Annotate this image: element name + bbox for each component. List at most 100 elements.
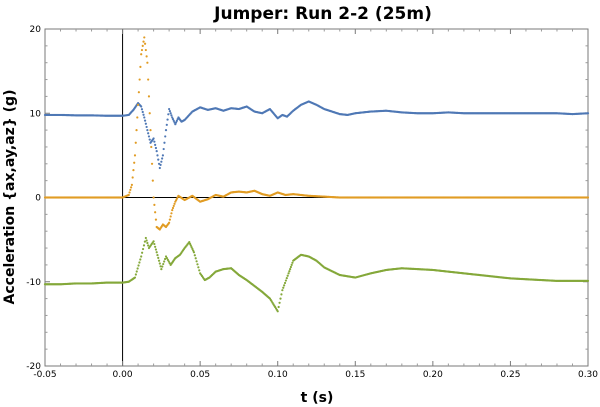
data-point <box>167 260 170 263</box>
data-point <box>136 103 140 106</box>
data-point <box>156 154 159 157</box>
data-point <box>193 254 196 257</box>
data-point <box>167 113 170 116</box>
data-point <box>158 262 161 265</box>
series-1 <box>43 36 590 231</box>
data-point <box>128 191 131 194</box>
data-point <box>154 146 158 150</box>
data-point <box>136 267 139 270</box>
data-point <box>144 122 147 125</box>
data-point <box>282 286 285 289</box>
data-point <box>162 147 165 151</box>
y-tick-label: -10 <box>26 278 41 288</box>
data-point <box>173 202 176 205</box>
data-point <box>143 42 147 45</box>
data-point <box>168 218 171 221</box>
data-point <box>143 119 147 122</box>
data-point <box>586 196 590 199</box>
chart-title: Jumper: Run 2-2 (25m) <box>213 4 432 24</box>
data-point <box>160 160 163 163</box>
x-axis-label: t (s) <box>301 390 334 406</box>
data-point <box>142 244 146 247</box>
data-point <box>140 255 143 258</box>
data-point <box>190 246 193 249</box>
data-point <box>146 61 149 64</box>
data-point <box>146 129 149 132</box>
data-point <box>145 55 148 58</box>
data-point <box>158 166 161 170</box>
data-point <box>129 188 132 192</box>
data-point <box>170 212 173 215</box>
data-point <box>168 221 171 224</box>
data-point <box>289 268 292 271</box>
data-point <box>138 78 141 81</box>
data-point <box>157 256 160 259</box>
data-point <box>163 141 166 144</box>
data-point <box>134 273 137 276</box>
data-point <box>171 206 175 210</box>
data-point <box>174 123 177 126</box>
data-point <box>154 218 158 221</box>
data-point <box>197 266 200 269</box>
data-point <box>160 268 163 271</box>
data-point <box>139 258 142 261</box>
data-point <box>285 277 288 280</box>
data-point <box>165 257 169 260</box>
data-point <box>140 108 144 111</box>
y-axis-label: Acceleration {ax,ay,az} (g) <box>2 90 18 305</box>
y-tick-label: -20 <box>26 362 41 372</box>
x-axis-ticks: -0.05 0.00 0.05 0.10 0.15 0.20 0.25 0.30 <box>33 29 598 380</box>
data-point <box>150 162 154 165</box>
data-point <box>283 284 286 287</box>
data-point <box>171 209 174 212</box>
data-point <box>152 137 155 140</box>
data-point <box>171 116 174 119</box>
data-point <box>168 110 171 113</box>
data-point <box>277 305 280 309</box>
data-point <box>133 161 136 164</box>
data-point <box>191 247 194 250</box>
data-point <box>586 112 590 115</box>
data-point <box>166 258 169 261</box>
series-layer <box>43 36 590 313</box>
data-point <box>143 240 147 243</box>
data-point <box>139 65 142 69</box>
y-tick-label: 0 <box>35 194 41 204</box>
data-point <box>188 241 191 244</box>
data-point <box>141 44 144 47</box>
data-point <box>281 289 284 292</box>
data-point <box>147 95 151 98</box>
x-tick-label: 0.00 <box>113 370 133 380</box>
data-point <box>147 78 150 81</box>
data-point <box>154 143 157 146</box>
data-point <box>284 279 288 282</box>
data-point <box>135 129 138 132</box>
data-point <box>278 301 281 304</box>
data-point <box>169 215 172 218</box>
data-point <box>164 129 168 132</box>
data-point <box>133 276 137 279</box>
data-point <box>153 203 156 206</box>
data-point <box>137 264 140 267</box>
data-point <box>286 274 289 277</box>
data-point <box>144 48 147 52</box>
data-point <box>127 193 130 197</box>
data-point <box>192 249 195 252</box>
data-point <box>287 272 290 275</box>
data-point <box>140 48 144 52</box>
data-point <box>147 132 150 135</box>
data-point <box>288 270 291 273</box>
data-point <box>161 265 164 268</box>
data-point <box>155 150 158 153</box>
series-0 <box>43 100 590 170</box>
data-point <box>170 114 173 117</box>
data-point <box>144 236 147 240</box>
x-tick-label: 0.20 <box>423 370 443 380</box>
x-tick-label: -0.05 <box>33 370 56 380</box>
data-point <box>171 118 175 121</box>
data-point <box>151 179 154 182</box>
data-point <box>141 251 144 254</box>
data-point <box>130 183 133 186</box>
data-point <box>586 279 590 283</box>
